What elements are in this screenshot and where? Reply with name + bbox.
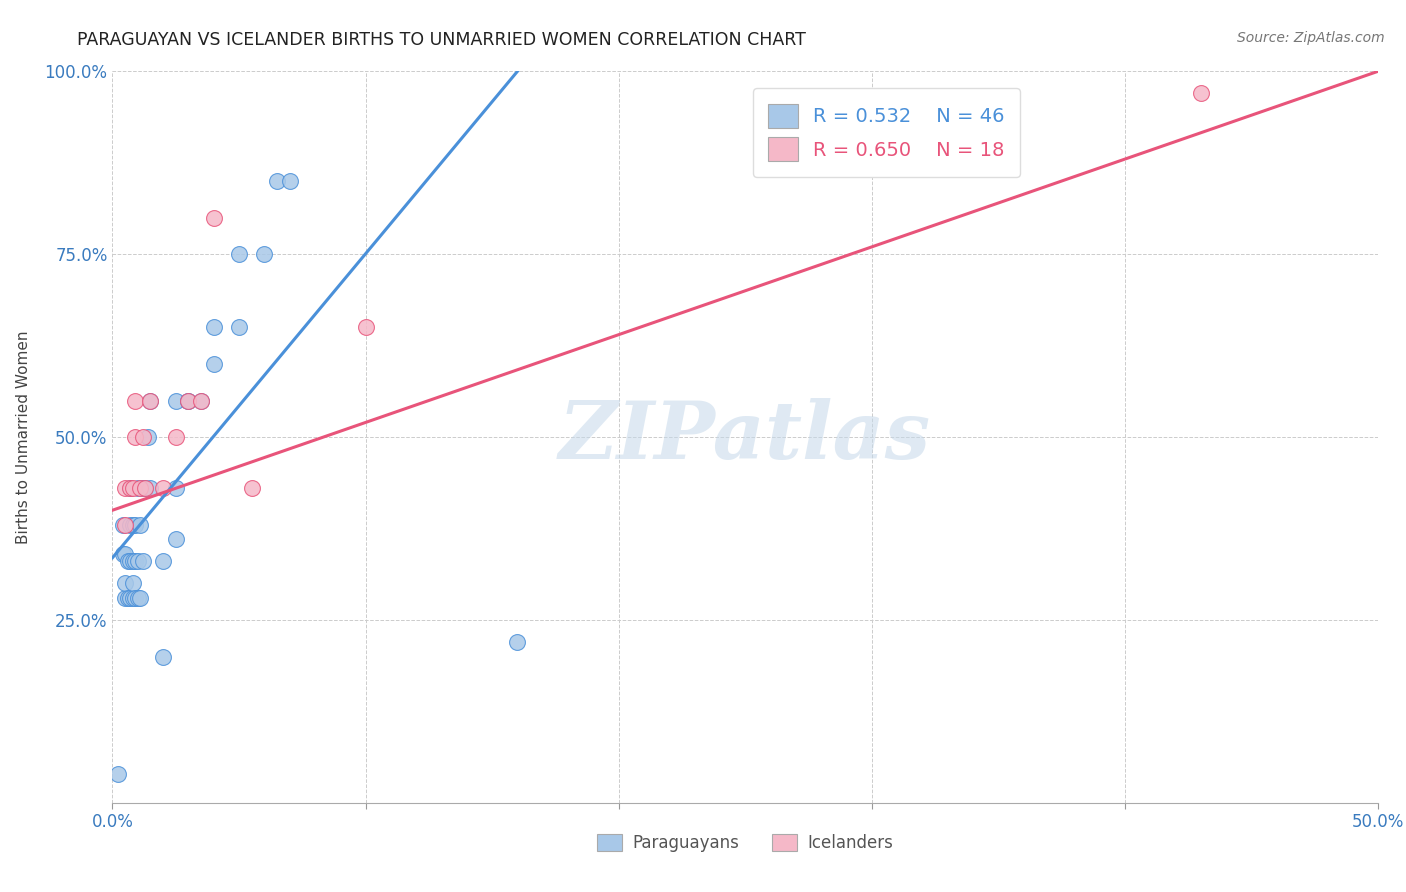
Point [354, 320, 377, 334]
Point [132, 481, 155, 495]
Y-axis label: Births to Unmarried Women: Births to Unmarried Women [15, 330, 31, 544]
Point [129, 481, 152, 495]
Point [165, 481, 187, 495]
Point [134, 481, 156, 495]
Point [111, 547, 134, 561]
Point [139, 393, 162, 408]
Text: Source: ZipAtlas.com: Source: ZipAtlas.com [1237, 31, 1385, 45]
Point [114, 517, 136, 532]
Point [152, 554, 174, 568]
Point [124, 591, 146, 605]
Point [165, 393, 187, 408]
Point [124, 393, 146, 408]
Point [117, 591, 139, 605]
Point [165, 533, 187, 547]
Point [228, 320, 250, 334]
Point [152, 649, 174, 664]
Point [228, 247, 250, 261]
Point [1189, 87, 1212, 101]
Point [129, 517, 152, 532]
Point [121, 481, 143, 495]
Point [190, 393, 212, 408]
Point [177, 393, 200, 408]
Point [190, 393, 212, 408]
Point [120, 517, 142, 532]
Point [240, 481, 263, 495]
Point [121, 591, 143, 605]
Point [278, 174, 301, 188]
Point [111, 517, 134, 532]
Point [121, 576, 143, 591]
Point [165, 430, 187, 444]
Text: PARAGUAYAN VS ICELANDER BIRTHS TO UNMARRIED WOMEN CORRELATION CHART: PARAGUAYAN VS ICELANDER BIRTHS TO UNMARR… [77, 31, 806, 49]
Point [114, 591, 136, 605]
Point [202, 357, 225, 371]
Point [120, 554, 142, 568]
Point [127, 591, 149, 605]
Point [124, 517, 146, 532]
Text: ZIPatlas: ZIPatlas [560, 399, 931, 475]
Point [139, 481, 162, 495]
Point [129, 591, 152, 605]
Point [117, 554, 139, 568]
Point [120, 591, 142, 605]
Point [127, 554, 149, 568]
Point [132, 554, 155, 568]
Point [152, 481, 174, 495]
Point [506, 635, 529, 649]
Point [120, 481, 142, 495]
Point [121, 517, 143, 532]
Point [107, 766, 129, 780]
Point [177, 393, 200, 408]
Point [139, 393, 162, 408]
Point [253, 247, 276, 261]
Point [202, 320, 225, 334]
Point [134, 481, 156, 495]
Point [114, 576, 136, 591]
Point [121, 554, 143, 568]
Point [177, 393, 200, 408]
Point [124, 554, 146, 568]
Point [132, 430, 155, 444]
Point [114, 547, 136, 561]
Point [266, 174, 288, 188]
Point [114, 481, 136, 495]
Point [120, 481, 142, 495]
Point [127, 481, 149, 495]
Legend: Paraguayans, Icelanders: Paraguayans, Icelanders [589, 825, 901, 860]
Point [202, 211, 225, 225]
Point [124, 430, 146, 444]
Point [136, 430, 159, 444]
